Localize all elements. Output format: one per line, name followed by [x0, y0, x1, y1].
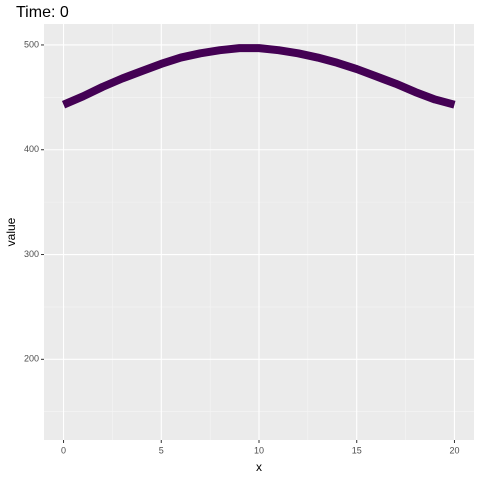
x-tick-label: 0 — [61, 445, 66, 455]
y-axis-label: value — [4, 217, 18, 246]
y-tick-label: 400 — [24, 144, 39, 154]
grid — [44, 24, 474, 440]
x-axis-label: x — [256, 460, 262, 474]
x-tick-label: 5 — [159, 445, 164, 455]
line — [61, 44, 456, 109]
marks — [61, 44, 456, 109]
y-tick-label: 300 — [24, 249, 39, 259]
y-tick-label: 200 — [24, 354, 39, 364]
x-tick-label: 15 — [352, 445, 362, 455]
chart-title: Time: 0 — [16, 4, 69, 21]
x-tick-label: 20 — [449, 445, 459, 455]
x-tick-label: 10 — [254, 445, 264, 455]
y-tick-label: 500 — [24, 39, 39, 49]
